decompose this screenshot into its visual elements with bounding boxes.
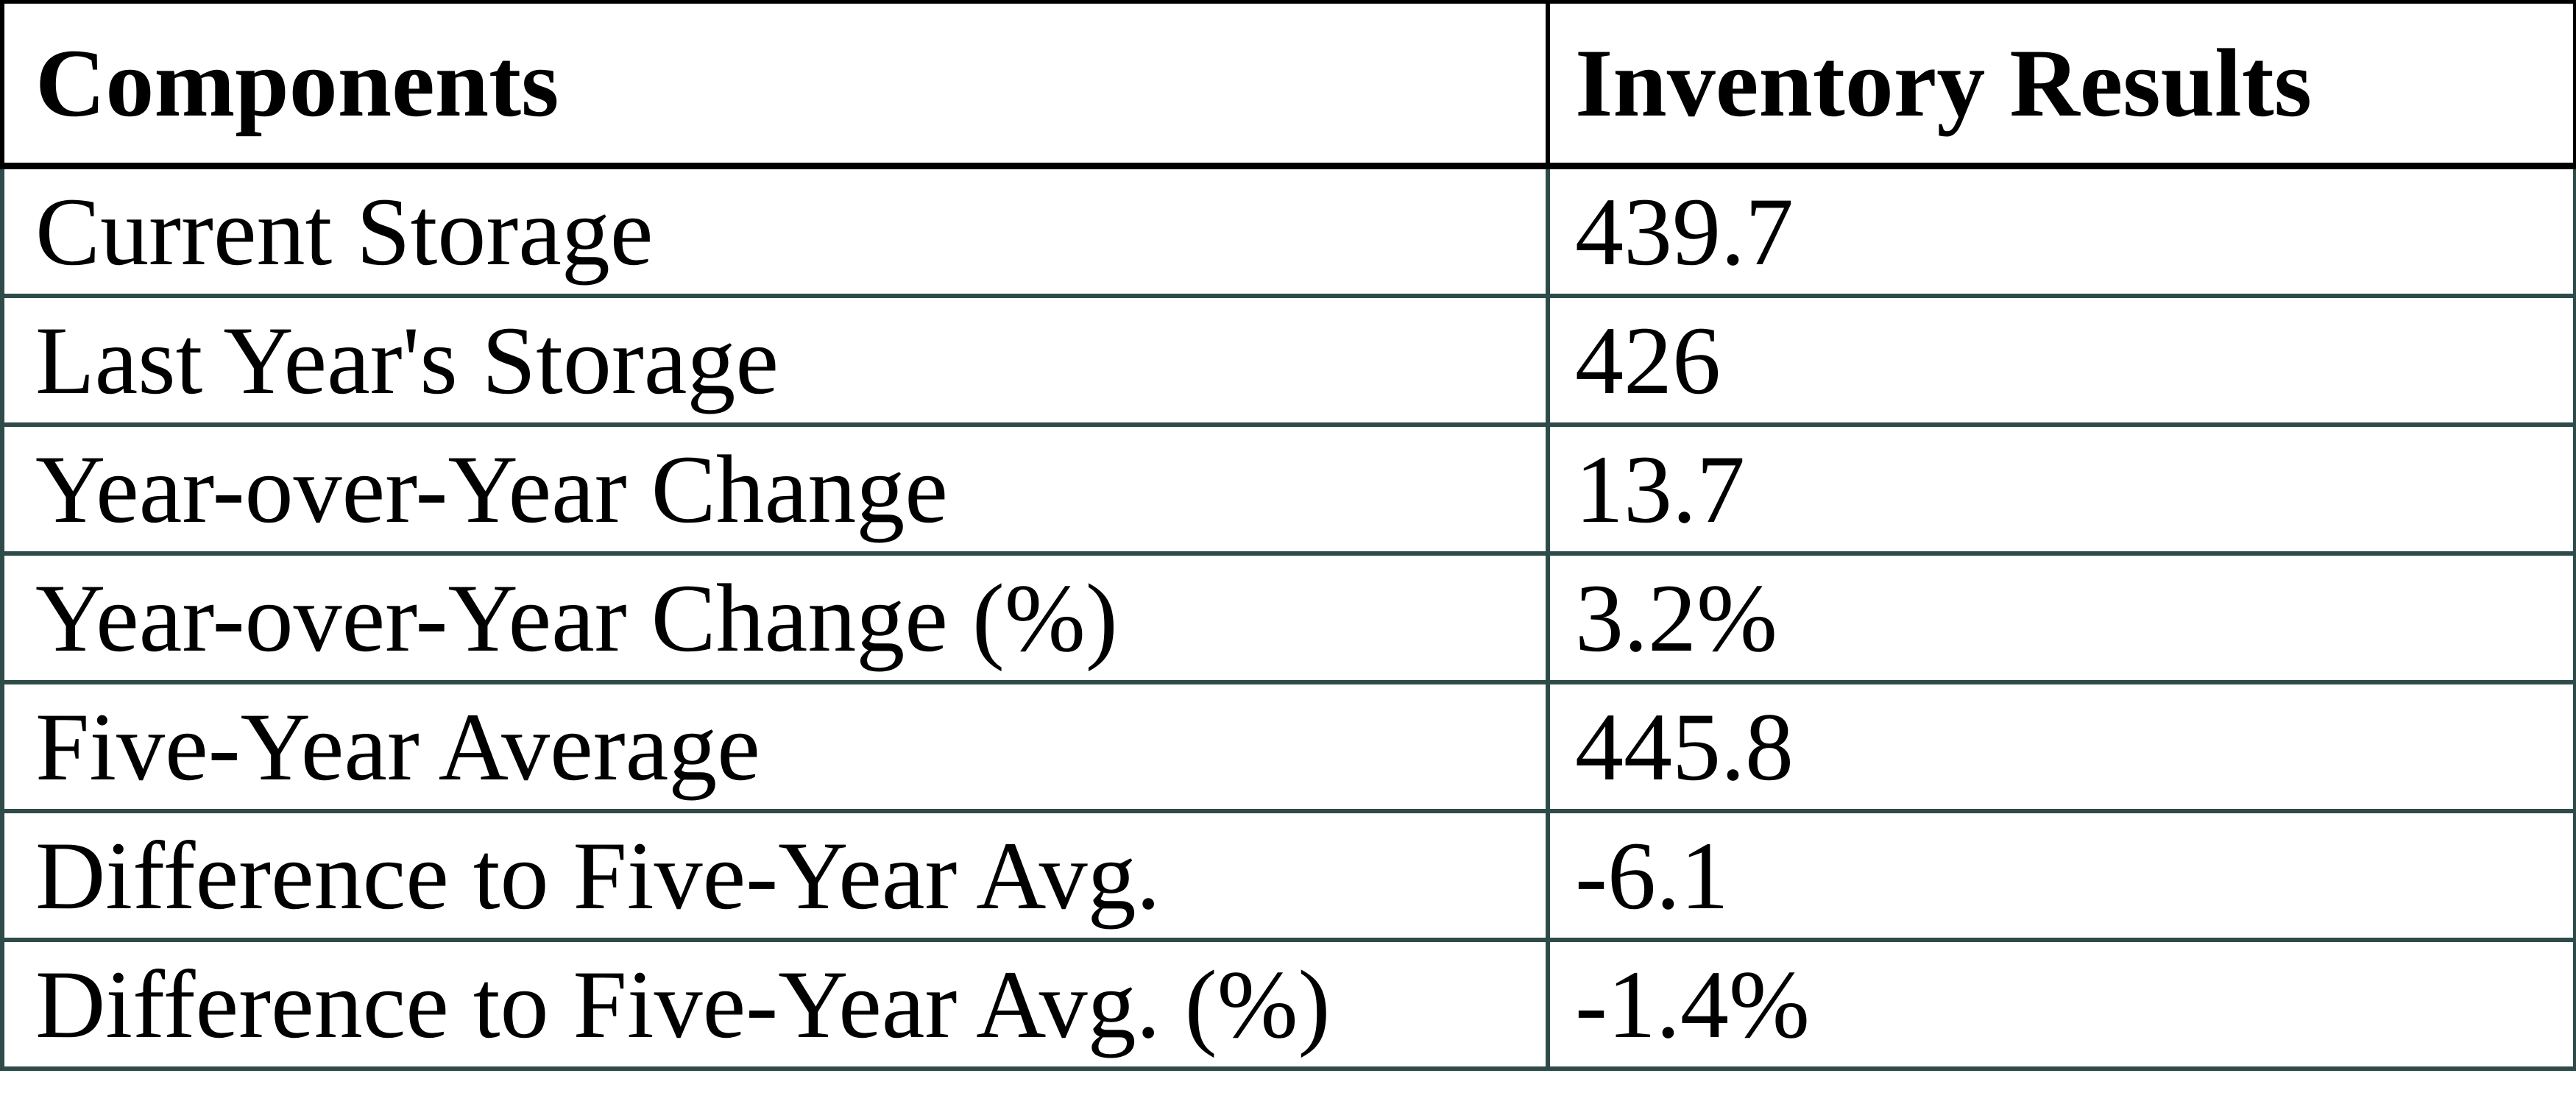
result-value-cell: 3.2%: [1546, 551, 2576, 684]
inventory-table-container: Components Inventory Results Current Sto…: [0, 0, 2576, 1071]
component-name-cell: Year-over-Year Change: [0, 422, 1550, 556]
table-body: Current Storage 439.7 Last Year's Storage 4…: [0, 163, 2576, 1071]
result-value-cell: 426: [1546, 294, 2576, 427]
table-row: Difference to Five-Year Avg. (%) -1.4%: [0, 938, 2576, 1071]
component-name-cell: Difference to Five-Year Avg. (%): [0, 938, 1550, 1071]
table-row: Current Storage 439.7: [0, 163, 2576, 298]
inventory-results-table: Components Inventory Results Current Sto…: [0, 0, 2576, 1071]
table-row: Five-Year Average 445.8: [0, 680, 2576, 813]
result-value-cell: 445.8: [1546, 680, 2576, 813]
table-row: Year-over-Year Change 13.7: [0, 422, 2576, 556]
table-row: Year-over-Year Change (%) 3.2%: [0, 551, 2576, 684]
table-header: Components Inventory Results: [0, 0, 2576, 169]
component-name-cell: Difference to Five-Year Avg.: [0, 809, 1550, 942]
column-header-inventory-results: Inventory Results: [1546, 0, 2576, 169]
result-value-cell: 13.7: [1546, 422, 2576, 556]
table-row: Difference to Five-Year Avg. -6.1: [0, 809, 2576, 942]
result-value-cell: -1.4%: [1546, 938, 2576, 1071]
result-value-cell: 439.7: [1546, 163, 2576, 298]
component-name-cell: Year-over-Year Change (%): [0, 551, 1550, 684]
result-value-cell: -6.1: [1546, 809, 2576, 942]
component-name-cell: Current Storage: [0, 163, 1550, 298]
component-name-cell: Five-Year Average: [0, 680, 1550, 813]
header-row: Components Inventory Results: [0, 0, 2576, 169]
table-row: Last Year's Storage 426: [0, 294, 2576, 427]
column-header-components: Components: [0, 0, 1550, 169]
component-name-cell: Last Year's Storage: [0, 294, 1550, 427]
